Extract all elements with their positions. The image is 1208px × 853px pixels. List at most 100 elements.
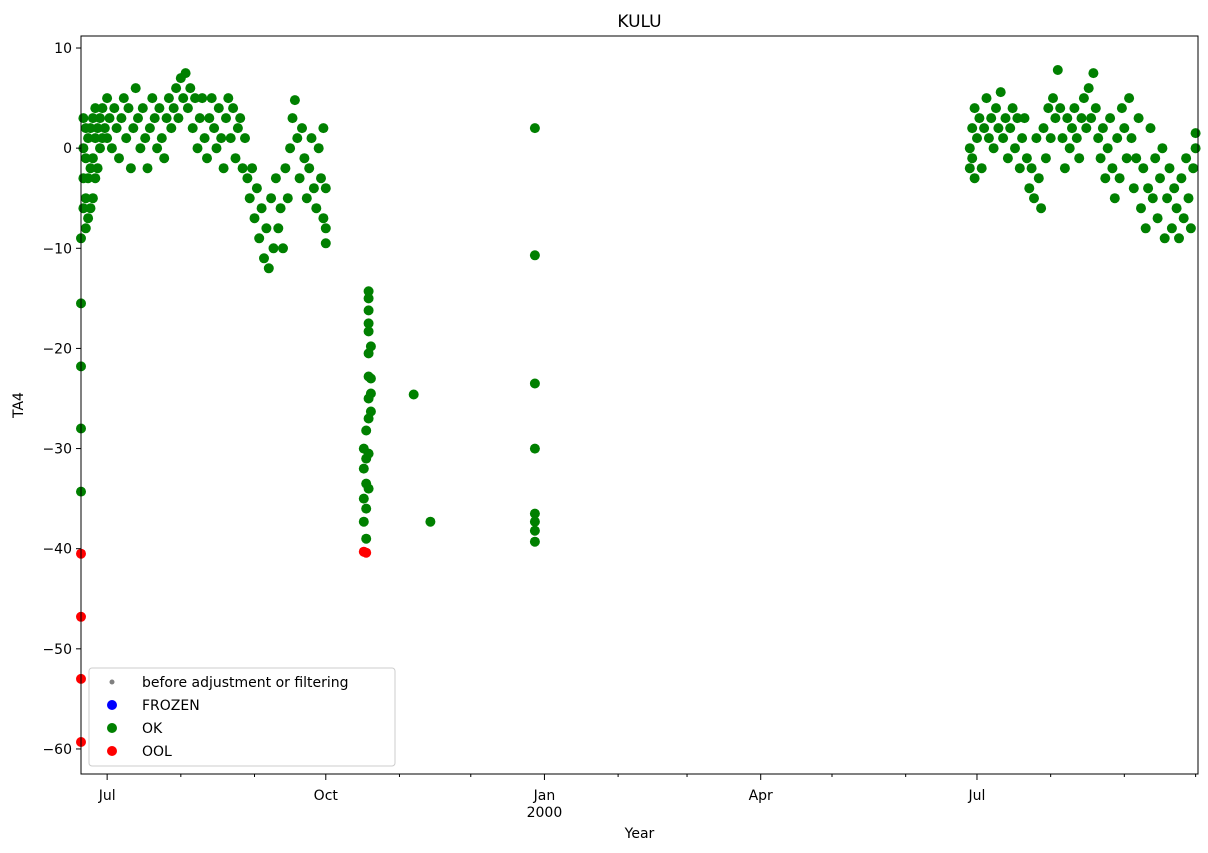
point-ok-193 xyxy=(1029,193,1039,204)
point-ok-104 xyxy=(270,173,281,184)
point-ok-236 xyxy=(1131,153,1142,164)
point-ok-205 xyxy=(1057,133,1068,144)
point-ok-98 xyxy=(256,203,267,214)
point-ok-91 xyxy=(240,133,250,144)
point-ok-246 xyxy=(1155,173,1165,184)
point-ok-9 xyxy=(80,223,91,234)
point-ok-156 xyxy=(529,250,540,261)
point-ok-38 xyxy=(114,153,124,164)
point-ok-172 xyxy=(979,123,990,134)
point-ok-160 xyxy=(529,516,540,527)
point-ok-204 xyxy=(1055,103,1066,114)
point-ok-256 xyxy=(1178,213,1189,224)
point-ok-72 xyxy=(194,113,205,124)
point-ok-35 xyxy=(106,143,117,154)
y-tick-label-4: −30 xyxy=(42,442,72,458)
point-ok-87 xyxy=(230,153,241,164)
point-ok-222 xyxy=(1097,123,1108,134)
point-ok-163 xyxy=(964,143,975,154)
point-ok-108 xyxy=(280,163,291,174)
point-ok-80 xyxy=(213,103,224,114)
point-ok-92 xyxy=(242,173,253,184)
point-ok-94 xyxy=(247,163,258,174)
legend: before adjustment or filtering FROZEN OK OO… xyxy=(88,667,396,767)
point-ok-88 xyxy=(232,123,243,134)
point-ok-159 xyxy=(529,508,540,519)
point-ok-197 xyxy=(1038,123,1049,134)
point-ok-111 xyxy=(287,113,298,124)
point-ok-73 xyxy=(197,93,208,104)
point-ok-51 xyxy=(144,123,155,134)
y-tick-label-5: −40 xyxy=(42,542,72,558)
point-ok-184 xyxy=(1007,103,1018,114)
point-ok-247 xyxy=(1157,143,1168,154)
point-ok-40 xyxy=(118,93,129,104)
point-ok-93 xyxy=(244,193,255,204)
point-ok-165 xyxy=(967,123,978,134)
point-ok-260 xyxy=(1188,163,1199,174)
point-ok-123 xyxy=(316,173,326,184)
point-ok-153 xyxy=(408,389,419,400)
point-ok-21 xyxy=(87,113,98,124)
point-ok-67 xyxy=(182,103,193,114)
point-ok-16 xyxy=(85,203,96,214)
point-ok-118 xyxy=(304,163,315,174)
point-ok-101 xyxy=(263,263,274,274)
point-ok-28 xyxy=(95,113,105,124)
point-ok-85 xyxy=(225,133,236,144)
point-ok-231 xyxy=(1119,123,1130,134)
point-ok-207 xyxy=(1062,113,1073,124)
point-ok-15 xyxy=(83,133,94,144)
point-ok-195 xyxy=(1033,173,1044,184)
point-ok-217 xyxy=(1086,113,1097,124)
point-ok-233 xyxy=(1124,93,1135,104)
point-ok-198 xyxy=(1040,153,1051,164)
point-ok-232 xyxy=(1121,153,1132,164)
point-ok-44 xyxy=(128,123,139,134)
point-ok-60 xyxy=(166,123,177,134)
point-ok-124 xyxy=(318,123,329,134)
point-ok-53 xyxy=(149,113,160,124)
point-ok-18 xyxy=(85,123,96,134)
point-ok-141 xyxy=(363,483,374,494)
point-ok-110 xyxy=(285,143,296,154)
point-ok-61 xyxy=(168,103,179,114)
point-ok-59 xyxy=(163,93,174,104)
point-ok-137 xyxy=(361,533,372,544)
point-ok-66 xyxy=(180,68,191,79)
point-ok-237 xyxy=(1133,113,1144,124)
point-ok-157 xyxy=(529,378,540,389)
point-ok-206 xyxy=(1059,163,1070,174)
legend-marker-1 xyxy=(107,700,117,710)
point-ok-149 xyxy=(365,373,376,384)
point-ok-47 xyxy=(135,143,146,154)
x-tick-label-1: Oct xyxy=(314,788,339,804)
point-ool-5 xyxy=(361,547,372,558)
point-ok-36 xyxy=(109,103,120,114)
point-ok-25 xyxy=(92,163,103,174)
legend-label-3: OOL xyxy=(142,744,172,760)
point-ok-89 xyxy=(235,113,246,124)
point-ok-208 xyxy=(1064,143,1075,154)
point-ok-148 xyxy=(363,286,374,297)
point-ok-209 xyxy=(1067,123,1077,134)
point-ok-82 xyxy=(218,163,229,174)
point-ok-17 xyxy=(85,163,96,174)
point-ok-103 xyxy=(268,243,279,254)
point-ok-171 xyxy=(976,163,987,174)
point-ok-150 xyxy=(365,388,376,399)
point-ok-90 xyxy=(237,163,248,174)
point-ok-259 xyxy=(1185,223,1196,234)
point-ok-228 xyxy=(1112,133,1123,144)
point-ok-255 xyxy=(1176,173,1187,184)
point-ok-241 xyxy=(1143,183,1154,194)
point-ok-49 xyxy=(140,133,151,144)
legend-label-0: before adjustment or filtering xyxy=(142,675,349,691)
point-ok-239 xyxy=(1138,163,1149,174)
point-ok-95 xyxy=(249,213,260,224)
point-ok-186 xyxy=(1012,113,1023,124)
point-ok-161 xyxy=(529,525,540,536)
point-ok-78 xyxy=(209,123,220,134)
point-ok-23 xyxy=(90,133,101,144)
point-ok-258 xyxy=(1183,193,1194,204)
